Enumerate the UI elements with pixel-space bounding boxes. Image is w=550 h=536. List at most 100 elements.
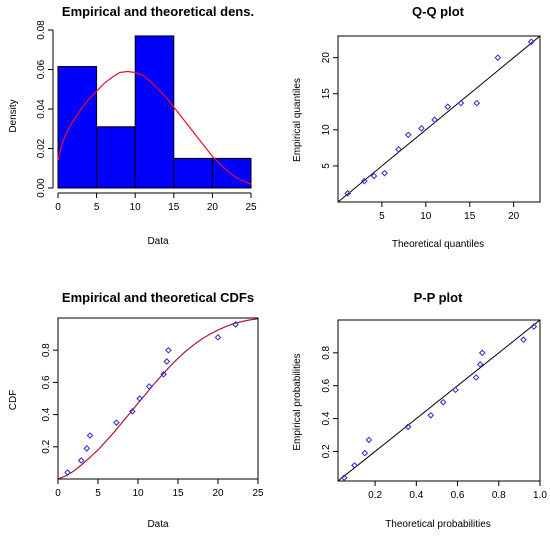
pp-point bbox=[340, 474, 348, 482]
pp-point bbox=[404, 423, 412, 431]
pp-plot-area: 0.2 0.4 0.6 0.8 1.0 0.2 0.4 0.6 0.8 bbox=[321, 319, 547, 501]
pp-point bbox=[472, 374, 480, 381]
cdf-x-tick-label: 0 bbox=[55, 488, 61, 499]
cdf-x-tick-label: 10 bbox=[132, 488, 144, 499]
density-curve bbox=[57, 70, 252, 185]
cdf-y-tick-label: 0.2 bbox=[41, 439, 52, 453]
pp-point bbox=[520, 336, 527, 344]
qq-point bbox=[431, 116, 438, 124]
qq-ylabel: Empirical quantiles bbox=[292, 78, 303, 162]
pp-point bbox=[452, 386, 459, 394]
cdf-x-tick-label: 20 bbox=[212, 488, 224, 499]
cdf-point bbox=[145, 383, 153, 390]
qq-x-tick-label: 10 bbox=[420, 211, 432, 222]
cdf-y-tick-label: 0.6 bbox=[41, 375, 52, 389]
cdf-point bbox=[113, 419, 120, 426]
cdf-point bbox=[214, 334, 222, 341]
pp-y-tick-label: 0.6 bbox=[321, 378, 332, 392]
pp-title: P-P plot bbox=[414, 290, 464, 305]
density-xlabel: Data bbox=[147, 236, 169, 247]
pp-point bbox=[361, 449, 369, 457]
cdf-plot-area: 0 5 10 15 20 25 0.2 0.4 0.6 0.8 bbox=[41, 317, 264, 499]
qq-x-tick-label: 5 bbox=[379, 211, 385, 222]
cdf-point bbox=[83, 445, 91, 452]
pp-point bbox=[351, 462, 358, 469]
pp-x-tick-label: 0.2 bbox=[368, 490, 382, 501]
cdf-point bbox=[77, 457, 85, 464]
qq-x-tick-label: 15 bbox=[464, 211, 476, 222]
cdf-curve bbox=[57, 318, 259, 480]
density-y-tick-label: 0.02 bbox=[36, 138, 47, 158]
density-title: Empirical and theoretical dens. bbox=[62, 4, 254, 19]
density-bar bbox=[96, 126, 136, 189]
density-panel: Empirical and theoretical dens. Data Den… bbox=[8, 4, 257, 247]
qq-point bbox=[404, 131, 412, 139]
qq-title: Q-Q plot bbox=[412, 4, 465, 19]
cdf-point bbox=[165, 346, 172, 354]
cdf-x-tick-label: 15 bbox=[172, 488, 184, 499]
pp-y-tick-label: 0.2 bbox=[321, 444, 332, 458]
qq-point bbox=[381, 169, 388, 177]
cdf-point bbox=[232, 321, 239, 328]
pp-point bbox=[439, 398, 447, 406]
qq-point bbox=[361, 177, 368, 185]
qq-point bbox=[418, 125, 425, 132]
density-bar bbox=[134, 35, 175, 189]
cdf-y-tick-label: 0.4 bbox=[41, 407, 52, 421]
qq-point bbox=[473, 99, 481, 107]
density-y-tick-label: 0.06 bbox=[36, 59, 47, 79]
pp-point bbox=[530, 323, 538, 330]
density-y-tick-label: 0.00 bbox=[36, 178, 47, 198]
density-x-tick-label: 15 bbox=[168, 202, 180, 213]
cdf-point bbox=[129, 408, 136, 415]
density-plot-area: 0 5 10 15 20 25 0.00 0.02 0.04 0.06 0.08 bbox=[36, 20, 257, 213]
cdf-x-tick-label: 25 bbox=[252, 488, 264, 499]
qq-point bbox=[395, 146, 402, 153]
pp-y-tick-label: 0.4 bbox=[321, 411, 332, 425]
pp-point bbox=[365, 436, 373, 444]
qq-xlabel: Theoretical quantiles bbox=[392, 239, 484, 250]
density-bar bbox=[173, 157, 213, 189]
density-ylabel: Density bbox=[8, 99, 19, 132]
pp-x-tick-label: 0.6 bbox=[451, 490, 465, 501]
cdf-point bbox=[86, 432, 94, 439]
qq-y-tick-label: 20 bbox=[321, 52, 332, 64]
pp-x-tick-label: 1.0 bbox=[533, 490, 547, 501]
qq-point bbox=[344, 190, 351, 197]
cdf-y-tick-label: 0.8 bbox=[41, 343, 52, 357]
qq-plot-area: 5 10 15 20 5 10 15 20 bbox=[321, 35, 541, 222]
qq-point bbox=[444, 103, 452, 111]
cdf-xlabel: Data bbox=[147, 519, 169, 530]
pp-x-tick-label: 0.8 bbox=[492, 490, 506, 501]
cdf-panel: Empirical and theoretical CDFs Data CDF … bbox=[8, 290, 264, 530]
qq-y-tick-label: 10 bbox=[321, 124, 332, 136]
cdf-title: Empirical and theoretical CDFs bbox=[62, 290, 254, 305]
pp-x-tick-label: 0.4 bbox=[409, 490, 423, 501]
density-x-tick-label: 20 bbox=[207, 202, 219, 213]
qq-panel: Q-Q plot Theoretical quantiles Empirical… bbox=[292, 4, 541, 250]
qq-reference-line bbox=[337, 35, 541, 203]
pp-y-tick-label: 0.8 bbox=[321, 345, 332, 359]
pp-point bbox=[427, 411, 435, 419]
density-y-tick-label: 0.04 bbox=[36, 99, 47, 119]
cdf-point bbox=[163, 358, 171, 365]
qq-x-tick-label: 20 bbox=[508, 211, 520, 222]
pp-panel: P-P plot Theoretical probabilities Empir… bbox=[292, 290, 547, 530]
qq-y-tick-label: 15 bbox=[321, 88, 332, 100]
density-bar bbox=[57, 66, 98, 189]
qq-point bbox=[527, 38, 535, 46]
pp-ylabel: Empirical probabilities bbox=[292, 353, 303, 450]
cdf-point bbox=[64, 469, 71, 476]
qq-point bbox=[457, 99, 465, 107]
pp-xlabel: Theoretical probabilities bbox=[385, 519, 491, 530]
cdf-point bbox=[160, 371, 167, 378]
pp-point bbox=[478, 349, 486, 357]
density-x-tick-label: 10 bbox=[130, 202, 142, 213]
density-x-tick-label: 0 bbox=[55, 202, 61, 213]
qq-point bbox=[494, 54, 502, 61]
density-y-tick-label: 0.08 bbox=[36, 20, 47, 40]
cdf-x-tick-label: 5 bbox=[95, 488, 101, 499]
qq-point bbox=[370, 172, 378, 180]
density-x-tick-label: 5 bbox=[94, 202, 100, 213]
